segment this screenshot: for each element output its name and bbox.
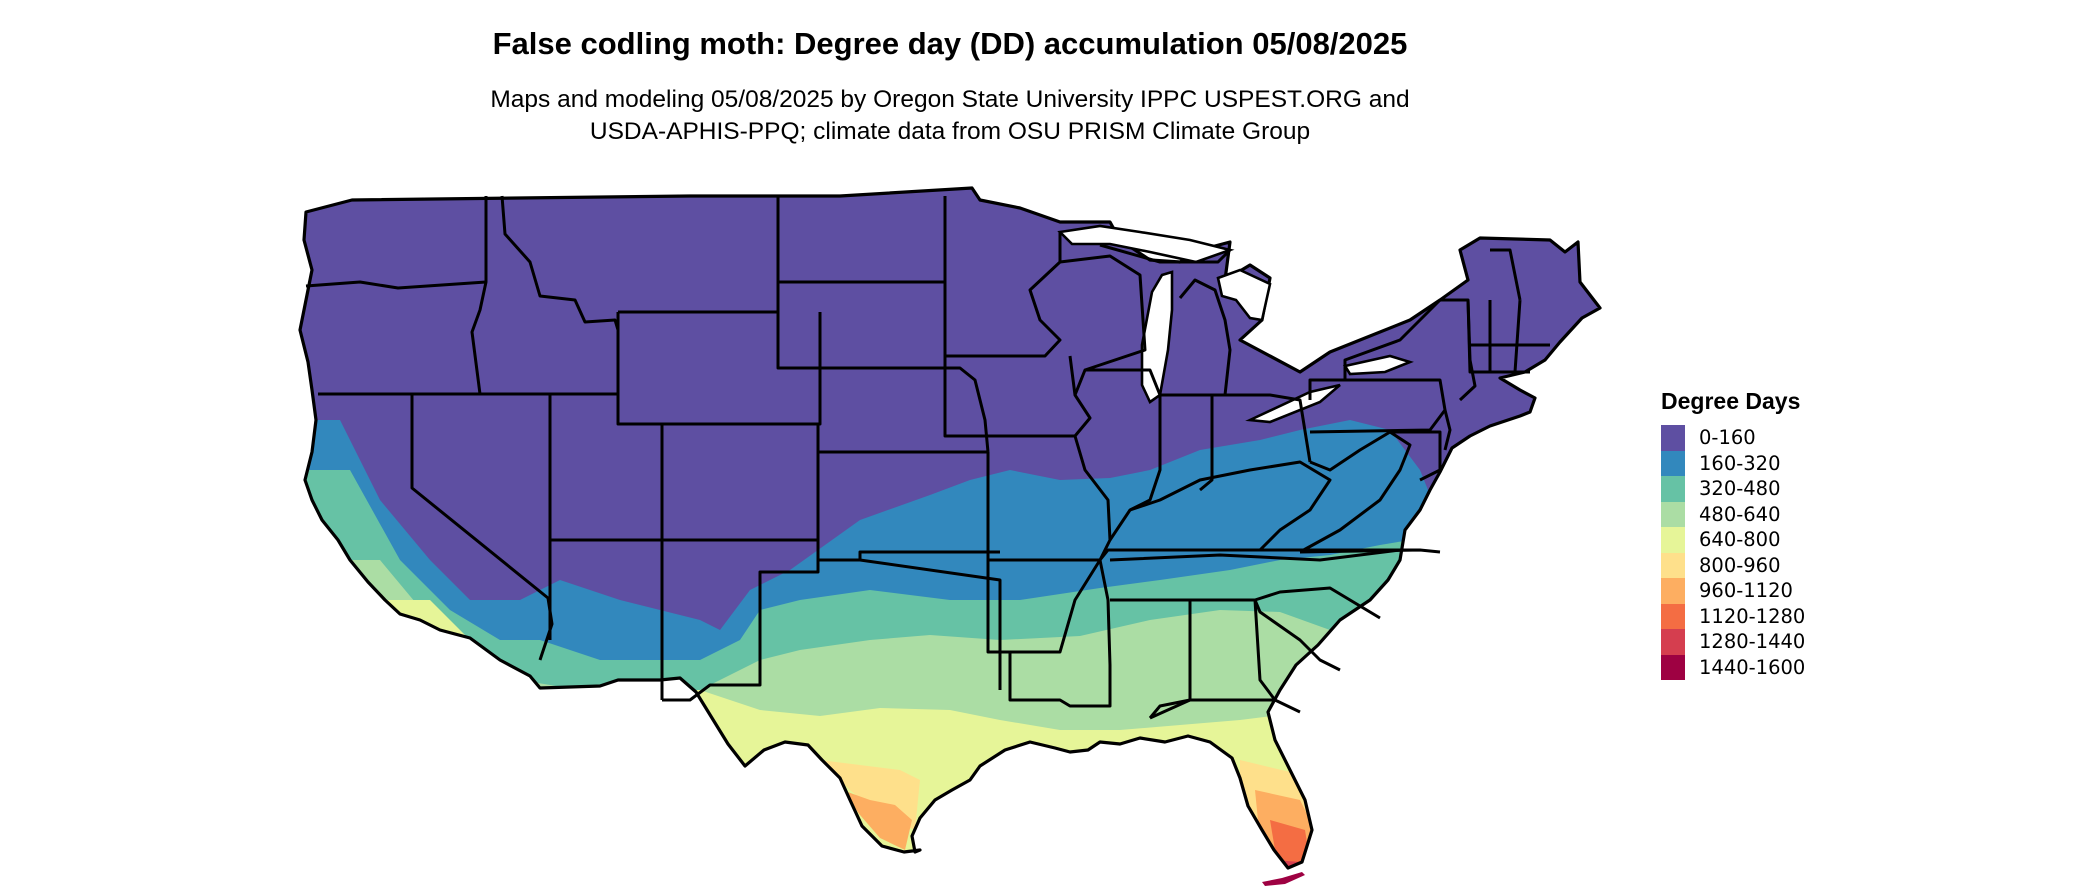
- legend-label: 160-320: [1699, 451, 1781, 475]
- legend-item: 1120-1280: [1661, 603, 1806, 629]
- lake-ontario: [1342, 354, 1414, 376]
- border-pa: [1308, 378, 1447, 434]
- lake-erie: [1245, 383, 1341, 424]
- border-va-nc: [1299, 548, 1441, 554]
- border-ny: [1343, 298, 1477, 402]
- border-al-ga: [1190, 598, 1277, 701]
- legend-item: 960-1120: [1661, 578, 1805, 604]
- legend-label: 1120-1280: [1699, 604, 1806, 628]
- band-1120-1280: [1270, 820, 1310, 868]
- legend-swatch: [1661, 552, 1685, 578]
- border-md-de: [1390, 430, 1442, 482]
- border-fl-north: [1149, 698, 1301, 720]
- border-ky-north: [1108, 460, 1332, 552]
- legend-label: 320-480: [1699, 477, 1781, 501]
- legend-items: 0-160 160-320 320-480 480-640 640-800 800-960…: [1661, 425, 1805, 680]
- legend-label: 1440-1600: [1699, 655, 1806, 679]
- map-subtitle: Maps and modeling 05/08/2025 by Oregon S…: [0, 84, 1900, 148]
- legend-item: 800-960: [1661, 552, 1805, 578]
- band-960-1120: [842, 790, 1320, 868]
- legend-title: Degree Days: [1661, 388, 1801, 414]
- lake-superior: [1057, 224, 1235, 264]
- legend-item: 1440-1600: [1661, 654, 1806, 680]
- us-degree-day-map: [298, 186, 1602, 886]
- border-az-nm: [548, 540, 664, 700]
- border-sc-ga: [1253, 599, 1341, 672]
- legend-swatch: [1661, 654, 1685, 680]
- subtitle-line-1: Maps and modeling 05/08/2025 by Oregon S…: [490, 86, 1410, 113]
- florida-keys: [1262, 872, 1305, 886]
- legend-label: 960-1120: [1699, 579, 1793, 603]
- legend-item: 320-480: [1661, 476, 1805, 502]
- legend-label: 0-160: [1699, 426, 1756, 450]
- legend-swatch: [1661, 476, 1685, 502]
- border-wi: [1059, 254, 1147, 372]
- legend-swatch: [1661, 603, 1685, 629]
- legend-item: 160-320: [1661, 450, 1805, 476]
- legend-item: 480-640: [1661, 501, 1805, 527]
- border-mi-upper: [1099, 243, 1232, 264]
- border-ia: [943, 355, 1092, 438]
- border-la-ms: [1008, 559, 1112, 708]
- legend-swatch: [1661, 501, 1685, 527]
- border-in: [1160, 393, 1214, 492]
- legend-swatch: [1661, 578, 1685, 604]
- legend: Degree Days 0-160 160-320 320-480 480-640 64…: [1661, 388, 1805, 680]
- border-mi-lower: [1178, 278, 1232, 396]
- lake-huron: [1216, 268, 1272, 322]
- border-nm-tx: [662, 560, 820, 702]
- border-id-west: [470, 196, 488, 395]
- border-ok-tx: [859, 558, 1002, 690]
- legend-item: 0-160: [1661, 425, 1805, 451]
- border-oh: [1212, 393, 1312, 463]
- state-borders: [305, 195, 1550, 720]
- border-wv-va: [1299, 430, 1412, 554]
- border-new-england: [1466, 248, 1550, 374]
- border-mt-id: [500, 195, 620, 331]
- legend-swatch: [1661, 629, 1685, 655]
- border-nc-sc: [1254, 586, 1381, 620]
- border-mn: [943, 196, 1062, 358]
- legend-label: 800-960: [1699, 553, 1781, 577]
- border-wa-or: [305, 280, 487, 290]
- border-nj: [1443, 409, 1452, 451]
- border-ca-nv-diag: [410, 394, 554, 661]
- subtitle-line-2: USDA-APHIS-PPQ; climate data from OSU PR…: [589, 118, 1311, 145]
- border-tn-ky: [1098, 548, 1420, 562]
- legend-swatch: [1661, 450, 1685, 476]
- border-ar-la: [986, 559, 1102, 654]
- border-ne-sd-ks: [776, 282, 990, 453]
- legend-item: 640-800: [1661, 527, 1805, 553]
- legend-swatch: [1661, 425, 1685, 451]
- legend-item: 1280-1440: [1661, 629, 1805, 655]
- legend-label: 480-640: [1699, 502, 1781, 526]
- map-title: False codling moth: Degree day (DD) accu…: [492, 26, 1408, 61]
- legend-label: 640-800: [1699, 528, 1781, 552]
- legend-label: 1280-1440: [1699, 630, 1806, 654]
- legend-swatch: [1661, 527, 1685, 553]
